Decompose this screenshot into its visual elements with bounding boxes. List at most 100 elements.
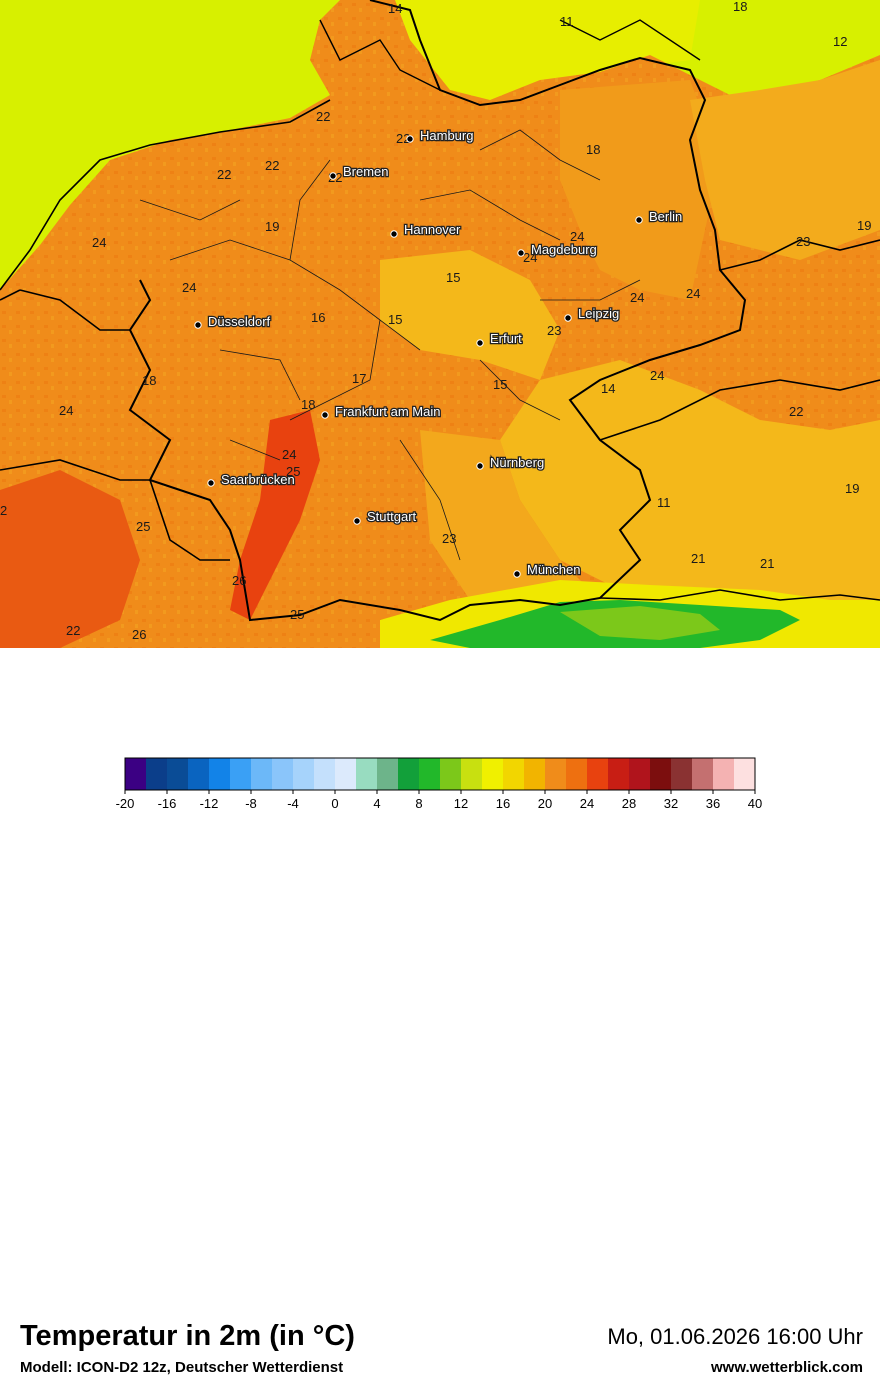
scale-tick-label: 16	[496, 796, 510, 811]
scale-tick-label: -16	[158, 796, 177, 811]
scale-swatch	[356, 758, 378, 790]
temp-label: 12	[833, 34, 847, 49]
model-source: Modell: ICON-D2 12z, Deutscher Wetterdie…	[20, 1359, 344, 1376]
scale-swatch	[503, 758, 525, 790]
south-west-hot	[0, 470, 140, 648]
temp-label: 24	[282, 447, 296, 462]
city-magdeburg: Magdeburg	[517, 241, 598, 258]
city-frankfurt: Frankfurt am Main	[321, 403, 442, 420]
scale-swatch	[587, 758, 609, 790]
temp-label: 25	[290, 607, 304, 622]
scale-tick-label: -4	[287, 796, 299, 811]
city-dot	[635, 216, 643, 224]
temperature-labels: 14 11 18 12 22 22 22 22 18 19 22 24 19 2…	[0, 0, 871, 642]
eastern-warm-zone	[560, 80, 720, 300]
temp-label: 23	[547, 323, 561, 338]
scale-swatch	[461, 758, 483, 790]
scale-swatch	[230, 758, 252, 790]
temp-label: 21	[760, 556, 774, 571]
scale-tick-label: 28	[622, 796, 636, 811]
scale-swatch	[209, 758, 231, 790]
temp-label: 17	[352, 371, 366, 386]
city-label-duesseldorf: Düsseldorf	[208, 314, 271, 329]
temp-label: 24	[182, 280, 196, 295]
scale-swatch	[125, 758, 147, 790]
city-stuttgart: Stuttgart	[353, 508, 418, 525]
temp-label: 16	[311, 310, 325, 325]
city-hannover: Hannover	[390, 221, 462, 238]
city-duesseldorf: Düsseldorf	[194, 313, 272, 330]
city-dot	[476, 462, 484, 470]
scale-swatch	[566, 758, 588, 790]
scale-tick-label: 12	[454, 796, 468, 811]
czech-border	[599, 379, 880, 441]
temp-label: 25	[286, 464, 300, 479]
city-label-berlin: Berlin	[649, 209, 682, 224]
city-label-hamburg: Hamburg	[420, 128, 473, 143]
scale-swatch	[314, 758, 336, 790]
temp-label: 22	[66, 623, 80, 638]
northeast-sea	[700, 0, 880, 100]
city-dot	[564, 314, 572, 322]
temp-label: 18	[301, 397, 315, 412]
forecast-datetime: Mo, 01.06.2026 16:00 Uhr	[607, 1324, 863, 1349]
temp-label: 18	[733, 0, 747, 14]
scale-tick-label: 20	[538, 796, 552, 811]
scale-swatch	[545, 758, 567, 790]
city-label-magdeburg: Magdeburg	[531, 242, 597, 257]
city-dot	[513, 570, 521, 578]
temp-label: 21	[691, 551, 705, 566]
scale-swatch	[377, 758, 399, 790]
city-berlin: Berlin	[635, 208, 684, 225]
scale-tick-label: -8	[245, 796, 257, 811]
scale-tick-label: 32	[664, 796, 678, 811]
temp-label: 14	[601, 381, 615, 396]
denmark-coast	[319, 19, 701, 91]
temp-label: 23	[796, 234, 810, 249]
city-nuernberg: Nürnberg	[476, 454, 546, 471]
scale-swatch	[650, 758, 672, 790]
bavaria-zone	[420, 430, 600, 620]
germany-border	[128, 0, 747, 622]
temp-label: 19	[265, 219, 279, 234]
temp-label: 24	[92, 235, 106, 250]
scale-tick-label: 40	[748, 796, 762, 811]
scale-swatch	[629, 758, 651, 790]
city-dot	[329, 172, 337, 180]
city-dot	[321, 411, 329, 419]
scale-swatch	[713, 758, 735, 790]
scale-swatch	[482, 758, 504, 790]
rhine-valley-hot	[230, 410, 320, 620]
temp-label: 14	[388, 1, 402, 16]
scale-tick-label: 24	[580, 796, 594, 811]
temp-label: 24	[686, 286, 700, 301]
scale-tick-label: 36	[706, 796, 720, 811]
austria-border	[599, 589, 880, 601]
scale-tick-label: 8	[415, 796, 422, 811]
temp-label: 24	[650, 368, 664, 383]
city-label-frankfurt: Frankfurt am Main	[335, 404, 440, 419]
temp-label: 22	[789, 404, 803, 419]
scale-swatch	[671, 758, 693, 790]
city-saarbruecken: Saarbrücken	[207, 471, 296, 488]
city-leipzig: Leipzig	[564, 305, 621, 322]
poland-border	[719, 239, 880, 271]
website-link[interactable]: www.wetterblick.com	[711, 1359, 863, 1376]
temp-label: 24	[630, 290, 644, 305]
temp-label: 18	[586, 142, 600, 157]
city-dot	[476, 339, 484, 347]
temp-label: 19	[857, 218, 871, 233]
scale-tick-label: 0	[331, 796, 338, 811]
city-label-leipzig: Leipzig	[578, 306, 619, 321]
temp-label: 24	[59, 403, 73, 418]
state-borders	[139, 129, 641, 561]
scale-swatch	[440, 758, 462, 790]
baltic-sea	[380, 0, 700, 110]
city-dot	[353, 517, 361, 525]
south-east-yellow-zone	[500, 360, 880, 620]
scale-swatch	[188, 758, 210, 790]
temp-label: 26	[232, 573, 246, 588]
scale-tick-label: -12	[200, 796, 219, 811]
city-label-hannover: Hannover	[404, 222, 461, 237]
scale-swatch	[272, 758, 294, 790]
